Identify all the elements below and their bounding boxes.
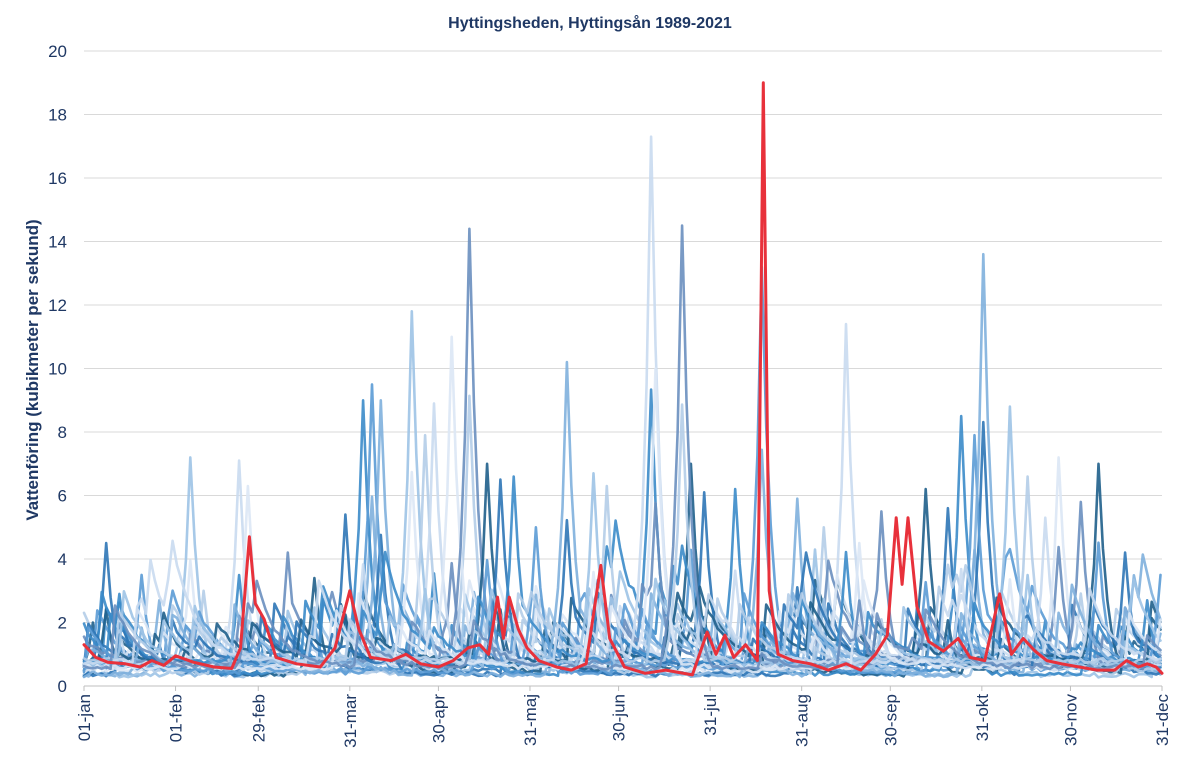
- x-tick-label: 29-feb: [249, 694, 268, 742]
- y-axis-label: Vattenföring (kubikmeter per sekund): [23, 219, 42, 520]
- y-tick-label: 4: [58, 550, 67, 569]
- x-tick-label: 30-jun: [610, 694, 629, 741]
- y-tick-label: 16: [48, 169, 67, 188]
- series-line-2021: [82, 81, 1164, 677]
- x-axis-ticks: 01-jan 01-feb 29-feb 31-mar 30-apr 31-maj 30-j…: [75, 686, 1172, 748]
- y-tick-label: 18: [48, 106, 67, 125]
- x-tick-label: 30-nov: [1061, 694, 1080, 746]
- x-tick-label: 31-maj: [521, 694, 540, 746]
- y-axis-ticks: 0 2 4 6 8 10 12 14 16 18 20: [48, 42, 67, 696]
- y-tick-label: 20: [48, 42, 67, 61]
- x-tick-label: 01-jan: [75, 694, 94, 741]
- x-tick-label: 30-apr: [429, 694, 448, 743]
- x-tick-label: 01-feb: [167, 694, 186, 742]
- series-line-background: [82, 367, 1162, 671]
- y-tick-label: 8: [58, 423, 67, 442]
- y-tick-label: 12: [48, 296, 67, 315]
- x-tick-label: 31-dec: [1153, 694, 1172, 746]
- x-tick-label: 31-jul: [701, 694, 720, 736]
- x-tick-label: 30-sep: [881, 694, 900, 746]
- highlight-series: [82, 81, 1164, 677]
- y-tick-label: 6: [58, 487, 67, 506]
- series-line-background: [82, 487, 1162, 678]
- x-tick-label: 31-mar: [341, 694, 360, 748]
- y-tick-label: 10: [48, 360, 67, 379]
- y-tick-label: 14: [48, 233, 67, 252]
- chart-title: Hyttingsheden, Hyttingsån 1989-2021: [448, 14, 732, 32]
- y-tick-label: 2: [58, 614, 67, 633]
- x-tick-label: 31-okt: [973, 694, 992, 742]
- x-tick-label: 31-aug: [793, 694, 812, 747]
- y-tick-label: 0: [58, 677, 67, 696]
